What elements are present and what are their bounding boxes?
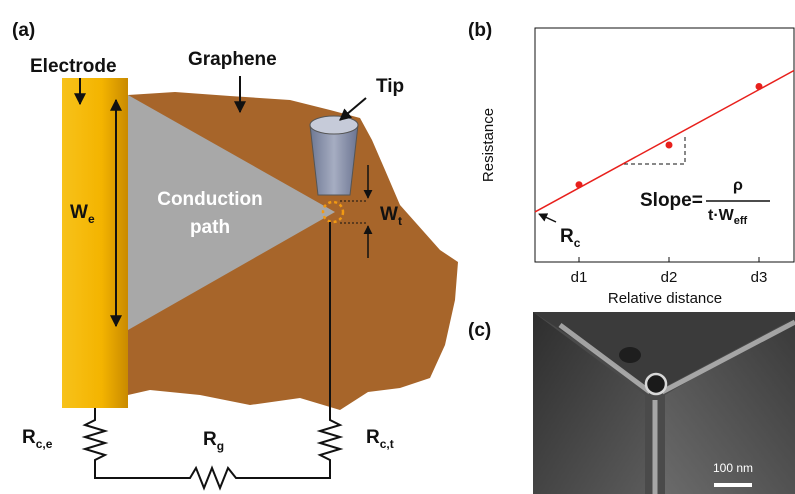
x-tick-label: d3 <box>751 269 768 286</box>
label-sub: t <box>398 214 402 228</box>
tip-top <box>310 116 358 134</box>
panel-label: (c) <box>468 320 491 341</box>
sem-image: 100 nm <box>533 312 795 494</box>
label: Rc,t <box>366 427 394 451</box>
figure: (a) Electrode Graphene Tip Conduction pa… <box>0 0 795 494</box>
tip <box>310 125 358 195</box>
label: Conduction <box>157 189 263 210</box>
sem-feature <box>619 347 641 363</box>
label-sub: e <box>88 212 95 226</box>
annotation: Slope= <box>640 190 703 211</box>
data-point <box>666 142 673 149</box>
panel-label: (b) <box>468 20 492 41</box>
sem-feature <box>646 374 666 394</box>
label: Tip <box>376 76 404 97</box>
x-axis-label: Relative distance <box>608 290 722 307</box>
label-main: W <box>70 202 88 223</box>
arrow <box>539 214 556 222</box>
slope-triangle <box>624 134 685 164</box>
panel-label: (a) <box>12 20 35 41</box>
label: Rc,e <box>22 427 53 451</box>
label-main: R <box>366 427 380 448</box>
label: Rg <box>203 429 224 453</box>
chart: Resistance Relative distance Slope= ρ t·… <box>480 28 794 307</box>
y-axis-label: Resistance <box>480 108 497 182</box>
data-point <box>756 83 763 90</box>
scale-bar-label: 100 nm <box>713 461 753 475</box>
data-point <box>576 181 583 188</box>
label-main: W <box>380 204 398 225</box>
plot-frame <box>535 28 794 262</box>
label: Electrode <box>30 56 117 77</box>
label: Graphene <box>188 49 277 70</box>
label-main: R <box>22 427 36 448</box>
label: path <box>190 217 230 238</box>
annotation-sub: c <box>574 236 581 250</box>
x-tick-label: d1 <box>571 269 588 286</box>
label-sub: c,t <box>380 437 394 451</box>
x-tick-label: d2 <box>661 269 678 286</box>
page: (a) Electrode Graphene Tip Conduction pa… <box>0 0 795 494</box>
annotation-main: t·W <box>708 207 735 224</box>
label-sub: g <box>217 439 224 453</box>
label-main: R <box>203 429 217 450</box>
electrode <box>62 78 128 408</box>
label-sub: c,e <box>36 437 53 451</box>
annotation: ρ <box>733 177 743 194</box>
annotation-main: R <box>560 226 574 247</box>
annotation-sub: eff <box>734 215 748 227</box>
annotation: t·Weff <box>708 207 748 227</box>
annotation: Rc <box>560 226 581 250</box>
